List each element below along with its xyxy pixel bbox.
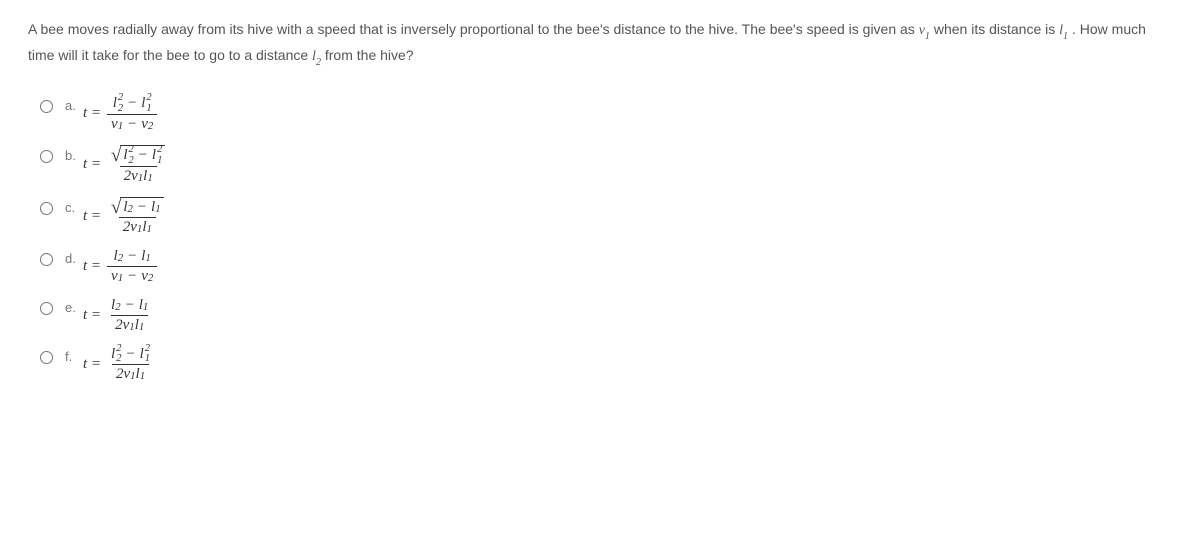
option-f[interactable]: f. t = l22 − l21 2v1l1: [40, 345, 1172, 385]
formula-c: t = √ l2 − l1 2v1l1: [83, 196, 168, 237]
radio-a[interactable]: [40, 100, 53, 113]
option-f-label: f.: [65, 349, 79, 364]
radio-d[interactable]: [40, 253, 53, 266]
radio-e[interactable]: [40, 302, 53, 315]
option-d[interactable]: d. t = l2 − l1 v1 − v2: [40, 247, 1172, 286]
q-l2: l2: [312, 49, 321, 64]
question-suffix: from the hive?: [325, 47, 414, 63]
formula-f: t = l22 − l21 2v1l1: [83, 345, 154, 385]
formula-b: t = √ l22 − l21 2v1l1: [83, 144, 169, 186]
option-c[interactable]: c. t = √ l2 − l1 2v1l1: [40, 196, 1172, 237]
option-b-label: b.: [65, 148, 79, 163]
option-a[interactable]: a. t = l22 − l21 v1 − v2: [40, 94, 1172, 134]
radio-c[interactable]: [40, 202, 53, 215]
option-e[interactable]: e. t = l2 − l1 2v1l1: [40, 296, 1172, 335]
option-b[interactable]: b. t = √ l22 − l21 2v1l1: [40, 144, 1172, 186]
option-e-label: e.: [65, 300, 79, 315]
option-d-label: d.: [65, 251, 79, 266]
sqrt-icon: √: [111, 199, 121, 218]
sqrt-icon: √: [111, 147, 121, 167]
radio-b[interactable]: [40, 150, 53, 163]
options-list: a. t = l22 − l21 v1 − v2 b. t =: [28, 94, 1172, 385]
formula-e: t = l2 − l1 2v1l1: [83, 296, 152, 335]
q-l1: l1: [1059, 23, 1068, 38]
option-a-label: a.: [65, 98, 79, 113]
formula-a: t = l22 − l21 v1 − v2: [83, 94, 157, 134]
question-prefix: A bee moves radially away from its hive …: [28, 21, 919, 37]
formula-d: t = l2 − l1 v1 − v2: [83, 247, 157, 286]
option-c-label: c.: [65, 200, 79, 215]
question-mid1: when its distance is: [934, 21, 1059, 37]
radio-f[interactable]: [40, 351, 53, 364]
question-text: A bee moves radially away from its hive …: [28, 18, 1172, 70]
q-v1: v1: [919, 23, 930, 38]
